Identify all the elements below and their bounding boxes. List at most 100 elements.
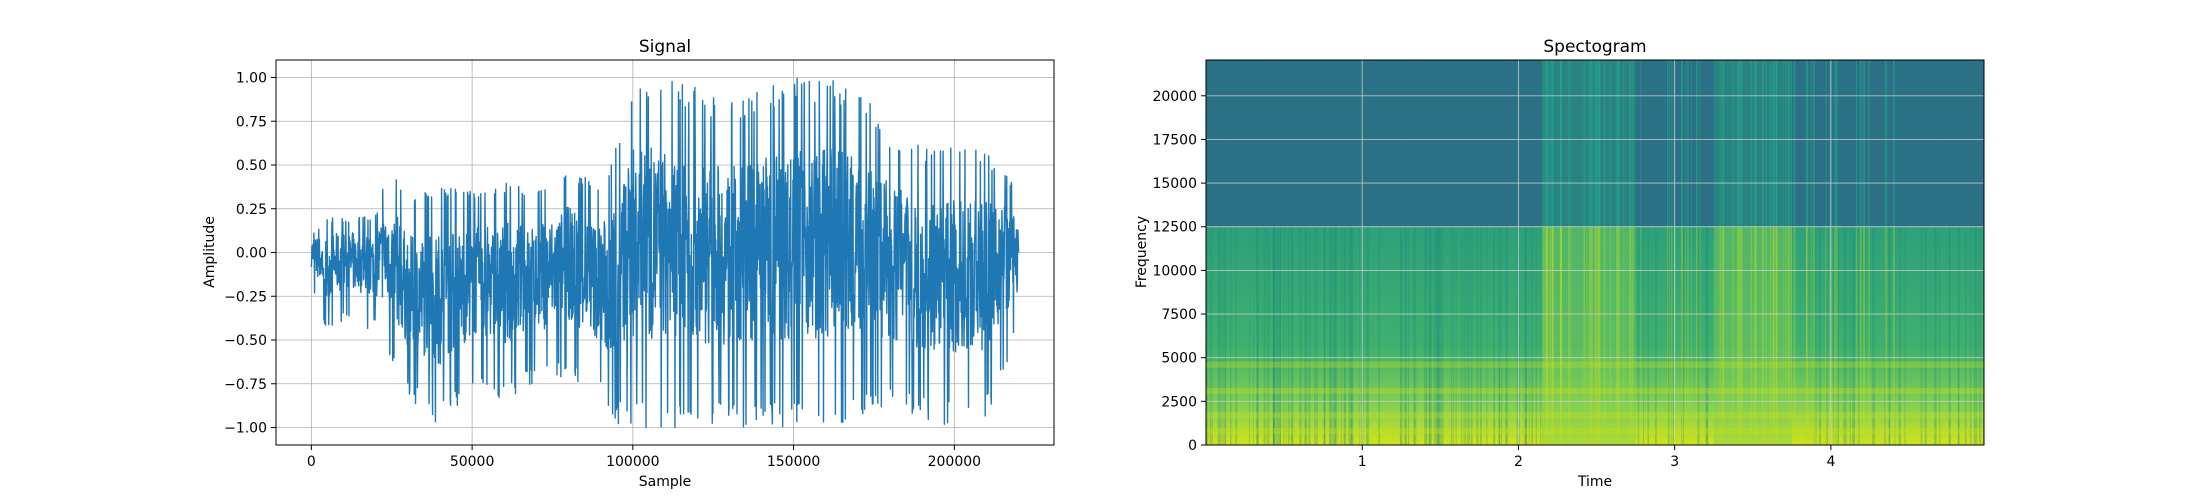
spectrogram-stripe [1740, 226, 1741, 445]
signal-y-tick-label: 0.75 [236, 114, 267, 130]
spectrogram-stripe [1949, 226, 1951, 445]
spectrogram-stripe [1586, 60, 1588, 227]
spectrogram-stripe [1211, 226, 1213, 445]
spectrogram-stripe [1591, 226, 1593, 445]
spectrogram-stripe [1365, 226, 1368, 445]
spectrogram-stripe [1361, 226, 1363, 445]
spectrogram-x-tick-label: 1 [1358, 454, 1367, 470]
spectrogram-stripe [1498, 226, 1501, 445]
spectrogram-stripe [1568, 226, 1571, 445]
spectrogram-stripe [1305, 226, 1308, 445]
spectrogram-stripe [1540, 226, 1542, 445]
spectrogram-stripe [1979, 226, 1981, 445]
spectrogram-stripe [1560, 60, 1563, 227]
spectrogram-stripe [1597, 226, 1599, 445]
spectrogram-stripe [1221, 226, 1223, 445]
spectrogram-stripe [1583, 226, 1586, 445]
spectrogram-stripe [1434, 226, 1437, 445]
spectrogram-stripe [1545, 226, 1548, 445]
spectrogram-stripe [1616, 60, 1619, 227]
spectrogram-stripe [1637, 226, 1640, 445]
spectrogram-stripe [1450, 226, 1453, 445]
spectrogram-stripe [1740, 60, 1743, 227]
spectrogram-stripe [1765, 60, 1767, 227]
spectrogram-stripe [1543, 226, 1545, 445]
spectrogram-stripe [1737, 60, 1740, 227]
spectrogram-stripe [1886, 226, 1888, 445]
spectrogram-stripe [1737, 226, 1740, 445]
spectrogram-stripe [1464, 226, 1467, 445]
spectrogram-stripe [1884, 226, 1886, 445]
spectrogram-stripe [1439, 226, 1441, 445]
spectrogram-stripe [1793, 60, 1796, 227]
spectrogram-stripe [1904, 226, 1906, 445]
spectrogram-y-tick-label: 20000 [1152, 89, 1197, 105]
spectrogram-stripe [1668, 60, 1671, 227]
spectrogram-stripe [1853, 226, 1856, 445]
spectrogram-stripe [1737, 226, 1739, 445]
spectrogram-active-low [1541, 226, 1636, 445]
spectrogram-stripe [1814, 226, 1816, 445]
spectrogram-stripe [1775, 226, 1778, 445]
spectrogram-stripe [1405, 226, 1408, 445]
spectrogram-stripe [1235, 226, 1238, 445]
spectrogram-stripe [1286, 226, 1287, 445]
spectrogram-stripe [1983, 226, 1984, 445]
spectrogram-stripe [1263, 226, 1265, 445]
spectrogram-stripe [1825, 226, 1827, 445]
spectrogram-stripe [1862, 226, 1866, 445]
spectrogram-stripe [1591, 60, 1593, 227]
spectrogram-stripe [1785, 60, 1786, 227]
spectrogram-stripe [1536, 226, 1537, 445]
spectrogram-stripe [1253, 226, 1254, 445]
spectrogram-stripe [1299, 60, 1301, 227]
spectrogram-stripe [1723, 60, 1725, 227]
signal-waveform [310, 77, 1020, 429]
spectrogram-stripe [1407, 226, 1410, 445]
spectrogram-stripe [1378, 226, 1380, 445]
spectrogram-stripe [1331, 226, 1334, 445]
spectrogram-stripe [1315, 226, 1318, 445]
spectrogram-y-tick-label: 12500 [1152, 220, 1197, 236]
spectrogram-stripe [1344, 226, 1347, 445]
signal-panel: 0 50000 100000 150000 200000 −1.00 −0.75 −0.50 −… [202, 37, 1055, 490]
spectrogram-harmonic-band [1206, 428, 1984, 435]
spectrogram-stripe [1264, 226, 1266, 445]
spectrogram-y-tick-label: 0 [1188, 438, 1197, 454]
spectrogram-stripe [1290, 226, 1293, 445]
spectrogram-stripe [1540, 60, 1542, 227]
spectrogram-stripe [1858, 226, 1860, 445]
spectrogram-stripe [1654, 60, 1657, 227]
spectrogram-stripe [1819, 226, 1821, 445]
spectrogram-stripe [1343, 226, 1345, 445]
spectrogram-stripe [1957, 60, 1960, 227]
spectrogram-stripe [1719, 226, 1722, 445]
spectrogram-stripe [1468, 226, 1470, 445]
spectrogram-stripe [1546, 226, 1548, 445]
spectrogram-stripe [1407, 60, 1410, 227]
signal-y-tick-label: −1.00 [224, 421, 267, 437]
spectrogram-stripe [1670, 226, 1672, 445]
spectrogram-stripe [1461, 226, 1463, 445]
spectrogram-stripe [1948, 226, 1950, 445]
spectrogram-stripe [1829, 60, 1831, 227]
spectrogram-stripe [1893, 60, 1895, 227]
spectrogram-stripe [1288, 226, 1290, 445]
spectrogram-stripe [1810, 60, 1812, 227]
spectrogram-stripe [1308, 226, 1311, 445]
spectrogram-stripe [1543, 60, 1545, 227]
spectrogram-stripe [1957, 226, 1959, 445]
spectrogram-stripe [1518, 60, 1521, 227]
spectrogram-stripe [1934, 60, 1936, 227]
spectrogram-stripe [1855, 60, 1857, 227]
spectrogram-stripe [1862, 60, 1866, 227]
spectrogram-stripe [1437, 226, 1440, 445]
spectrogram-stripe [1647, 60, 1650, 227]
spectrogram-stripe [1586, 226, 1588, 445]
spectrogram-stripe [1957, 226, 1960, 445]
spectrogram-stripe [1685, 60, 1687, 227]
spectrogram-stripe [1888, 226, 1890, 445]
spectrogram-stripe [1299, 226, 1301, 445]
spectrogram-stripe [1428, 226, 1430, 445]
spectrogram-stripe [1559, 226, 1562, 445]
